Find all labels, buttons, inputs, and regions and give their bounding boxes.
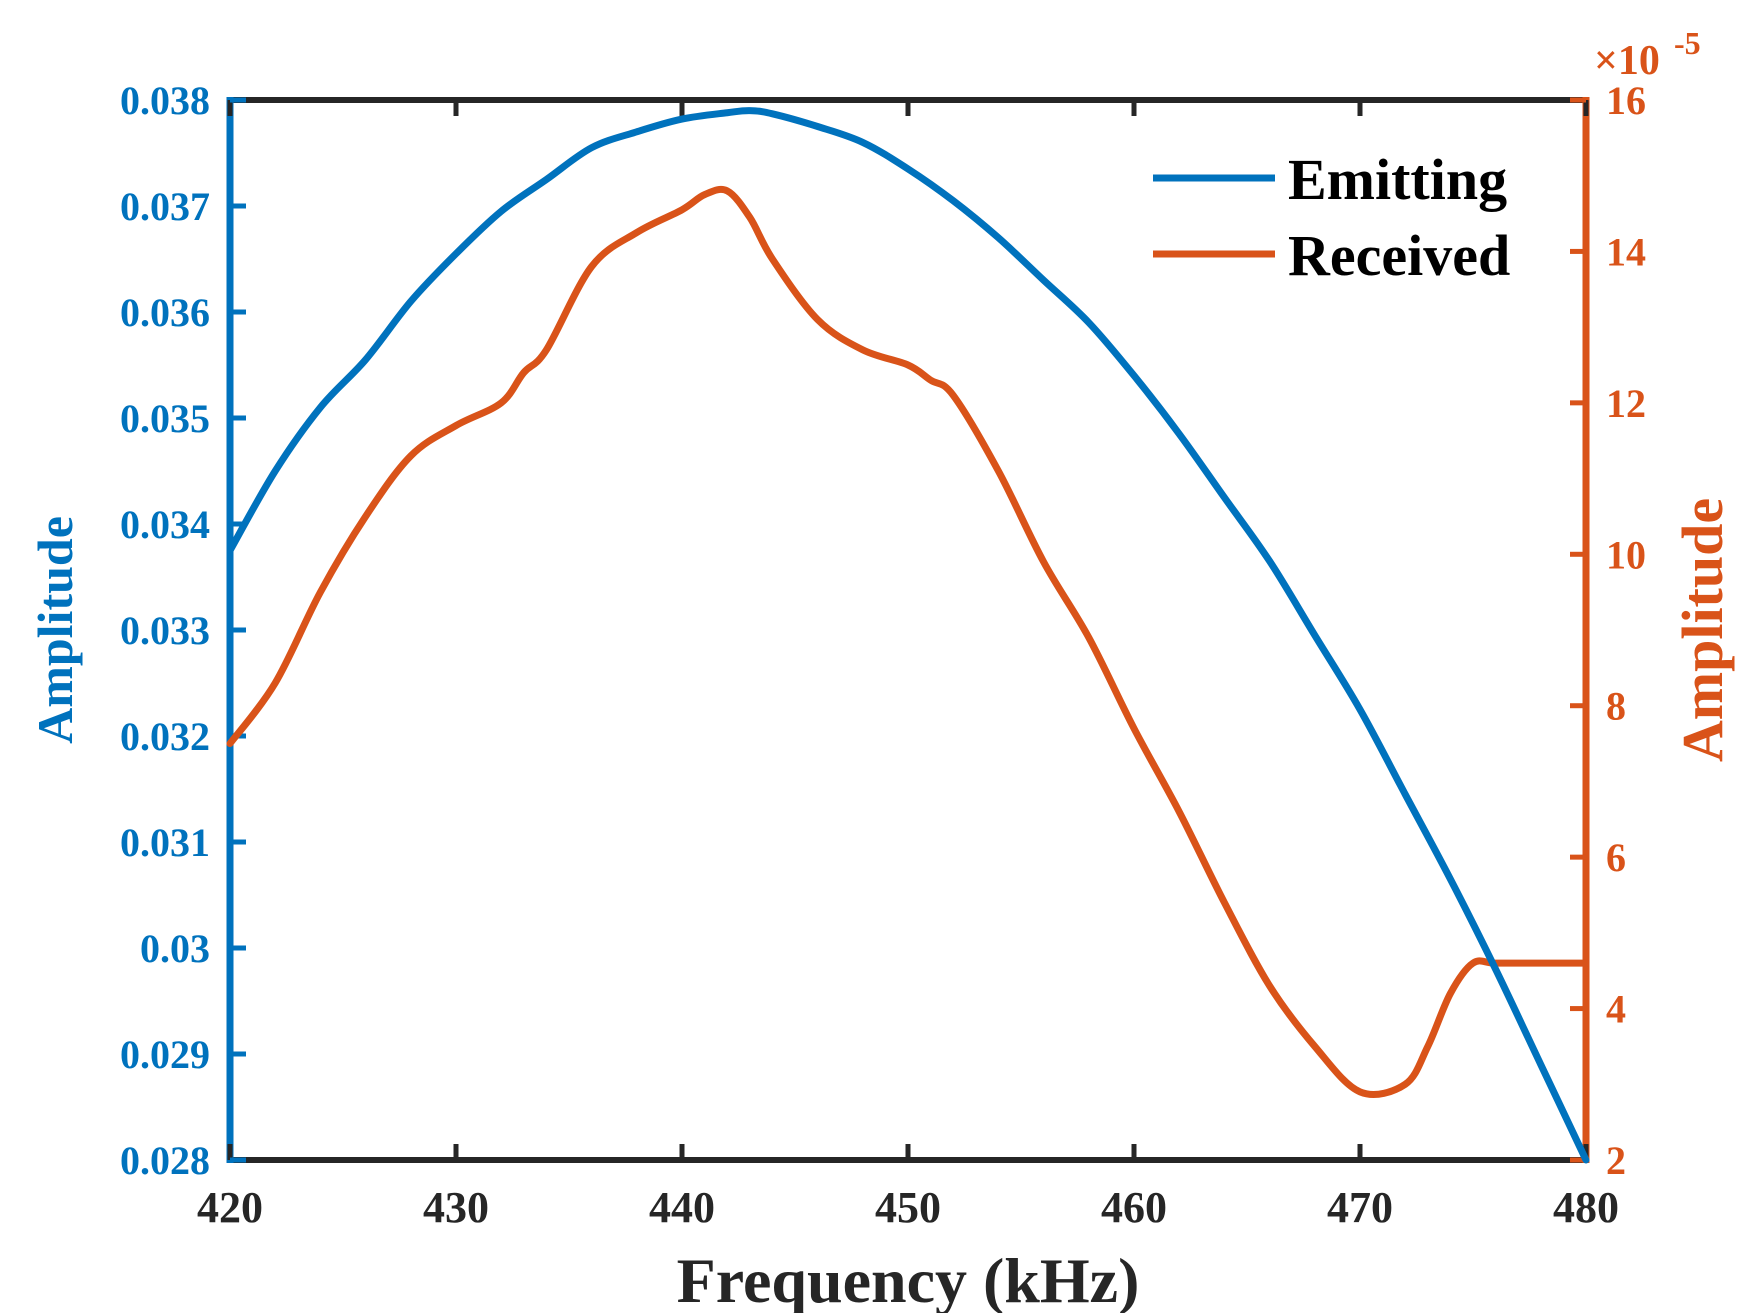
x-axis-label: Frequency (kHz) [677,1245,1140,1313]
x-tick-label: 420 [197,1183,263,1232]
right-y-tick-label: 6 [1606,835,1626,880]
legend-label-emitting: Emitting [1288,147,1507,212]
left-y-axis-label: Amplitude [27,516,83,744]
x-tick-label: 480 [1553,1183,1619,1232]
right-y-tick-label: 16 [1606,78,1646,123]
left-y-tick-label: 0.032 [120,714,210,759]
series-layer [226,107,1590,1164]
right-y-tick-label: 14 [1606,229,1646,274]
right-y-axis-label: Amplitude [1670,498,1735,762]
right-axis-exponent-prefix: ×10 [1594,38,1660,84]
legend-label-received: Received [1288,223,1510,288]
left-y-tick-label: 0.035 [120,396,210,441]
series-line-emitting [226,107,1590,1164]
left-y-tick-label: 0.03 [140,926,210,971]
x-tick-label: 440 [649,1183,715,1232]
series-line-received [226,185,1590,1098]
right-y-tick-label: 10 [1606,532,1646,577]
x-tick-label: 430 [423,1183,489,1232]
ticks-layer: 420 430 440 450 460 470 480 0.028 0.029 0.03 0.031… [120,78,1646,1232]
legend: Emitting Received [1153,147,1510,288]
left-y-tick-label: 0.037 [120,184,210,229]
left-y-tick-label: 0.029 [120,1032,210,1077]
right-y-tick-label: 4 [1606,987,1626,1032]
x-tick-label: 450 [875,1183,941,1232]
right-y-tick-label: 12 [1606,381,1646,426]
x-tick-label: 460 [1101,1183,1167,1232]
left-y-tick-label: 0.038 [120,78,210,123]
left-y-tick-label: 0.036 [120,290,210,335]
right-y-tick-label: 8 [1606,684,1626,729]
right-axis-exponent-power: -5 [1674,25,1701,61]
left-y-tick-label: 0.031 [120,820,210,865]
left-y-tick-label: 0.034 [120,502,210,547]
left-y-tick-label: 0.033 [120,608,210,653]
x-tick-label: 470 [1327,1183,1393,1232]
left-y-tick-label: 0.028 [120,1138,210,1183]
right-y-tick-label: 2 [1606,1138,1626,1183]
